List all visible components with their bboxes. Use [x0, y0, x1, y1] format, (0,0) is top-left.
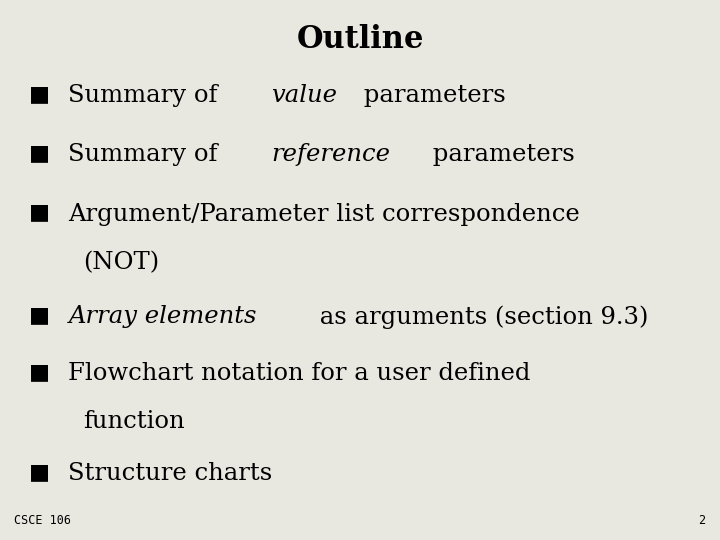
Text: Summary of: Summary of: [68, 84, 225, 107]
Text: ■: ■: [29, 305, 50, 325]
Text: CSCE 106: CSCE 106: [14, 514, 71, 526]
Text: ■: ■: [29, 202, 50, 222]
Text: Summary of: Summary of: [68, 143, 225, 166]
Text: Array elements: Array elements: [68, 305, 257, 328]
Text: Flowchart notation for a user defined: Flowchart notation for a user defined: [68, 362, 531, 385]
Text: parameters: parameters: [356, 84, 506, 107]
Text: Outline: Outline: [296, 24, 424, 55]
Text: value: value: [271, 84, 337, 107]
Text: as arguments (section 9.3): as arguments (section 9.3): [312, 305, 648, 329]
Text: (NOT): (NOT): [83, 251, 159, 274]
Text: ■: ■: [29, 84, 50, 104]
Text: Structure charts: Structure charts: [68, 462, 273, 485]
Text: parameters: parameters: [425, 143, 575, 166]
Text: 2: 2: [698, 514, 706, 526]
Text: ■: ■: [29, 143, 50, 163]
Text: ■: ■: [29, 462, 50, 482]
Text: function: function: [83, 410, 184, 434]
Text: ■: ■: [29, 362, 50, 382]
Text: reference: reference: [271, 143, 390, 166]
Text: Argument/Parameter list correspondence: Argument/Parameter list correspondence: [68, 202, 580, 226]
